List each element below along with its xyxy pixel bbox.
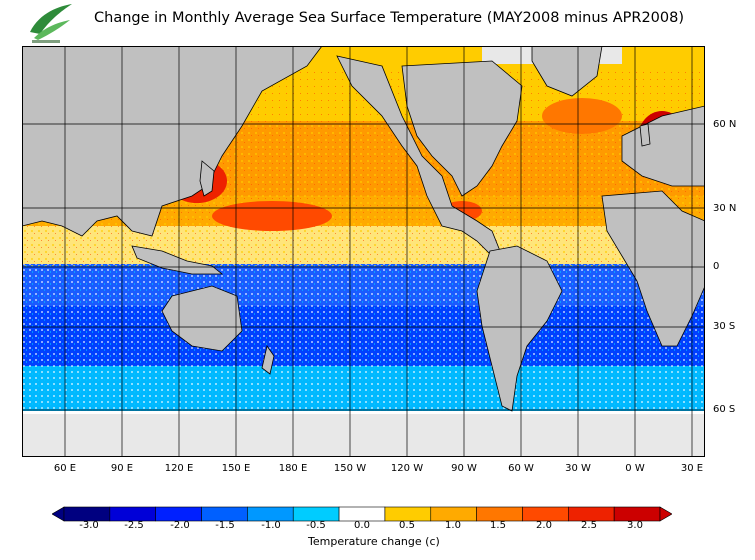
lon-label-30e: 30 E	[680, 463, 704, 474]
land-new-zealand	[261, 345, 275, 375]
colorbar-segment	[109, 506, 156, 522]
colorbar-high-arrow	[659, 506, 672, 522]
land-uk	[639, 123, 651, 147]
land-africa	[601, 190, 705, 347]
colorbar-tick-label: -1.0	[261, 520, 281, 531]
colorbar-segment	[522, 506, 569, 522]
lat-label-30n: 30 N	[713, 203, 737, 214]
colorbar-segment	[247, 506, 294, 522]
colorbar-segment	[430, 506, 477, 522]
colorbar-tick-label: -2.5	[124, 520, 144, 531]
land-north-america-east	[401, 60, 523, 197]
colorbar-tick-label: -2.0	[170, 520, 190, 531]
lat-label-30s: 30 S	[713, 321, 736, 332]
colorbar-tick-label: 1.0	[445, 520, 461, 531]
lon-label-0w: 0 W	[625, 463, 645, 474]
colorbar-tick-label: 1.5	[490, 520, 506, 531]
chart-title: Change in Monthly Average Sea Surface Te…	[94, 10, 685, 26]
observatory-logo-icon	[30, 4, 72, 43]
lon-label-30w: 30 W	[565, 463, 591, 474]
land-south-america	[476, 245, 563, 412]
colorbar-tick-label: 2.5	[581, 520, 597, 531]
colorbar-segment	[384, 506, 432, 522]
speckle-overlay-south	[22, 264, 705, 414]
no-data-antarctic	[22, 414, 705, 457]
colorbar-tick-label: 0.5	[399, 520, 415, 531]
colorbar-tick-label: 0.0	[354, 520, 370, 531]
colorbar-segment	[476, 506, 523, 522]
land-eurasia	[22, 46, 323, 237]
map-frame	[22, 46, 705, 457]
lon-label-60e: 60 E	[53, 463, 77, 474]
colorbar-segments	[63, 506, 661, 522]
lon-label-90w: 90 W	[451, 463, 477, 474]
lon-label-150e: 150 E	[221, 463, 251, 474]
colorbar-segment	[292, 506, 340, 522]
lon-label-120e: 120 E	[164, 463, 194, 474]
sst-change-map	[22, 46, 705, 457]
land-australia	[161, 285, 243, 352]
lon-label-180e: 180 E	[278, 463, 308, 474]
colorbar-tick-label: -1.5	[215, 520, 235, 531]
colorbar-segment	[568, 506, 615, 522]
colorbar-tick-label: 2.0	[536, 520, 552, 531]
land-greenland	[531, 46, 603, 97]
colorbar-title: Temperature change (c)	[308, 535, 440, 548]
colorbar-segment	[201, 506, 248, 522]
colorbar-tick-label: -3.0	[79, 520, 99, 531]
lat-label-60s: 60 S	[713, 404, 736, 415]
lon-label-150w: 150 W	[333, 463, 367, 474]
colorbar-segment	[63, 506, 111, 522]
colorbar-segment	[155, 506, 202, 522]
colorbar-tick-label: 3.0	[627, 520, 643, 531]
lon-label-120w: 120 W	[390, 463, 424, 474]
lon-label-90e: 90 E	[110, 463, 134, 474]
colorbar-segment	[338, 506, 386, 522]
land-japan	[199, 160, 215, 197]
lat-label-0: 0	[713, 261, 720, 272]
colorbar-low-arrow	[52, 506, 65, 522]
colorbar	[52, 506, 672, 522]
hotspot-north-atlantic	[542, 98, 622, 134]
colorbar-tick-label: -0.5	[306, 520, 326, 531]
lon-label-60w: 60 W	[508, 463, 534, 474]
colorbar-segment	[613, 506, 661, 522]
hotspot-north-pacific	[212, 201, 332, 231]
lat-label-60n: 60 N	[713, 119, 737, 130]
